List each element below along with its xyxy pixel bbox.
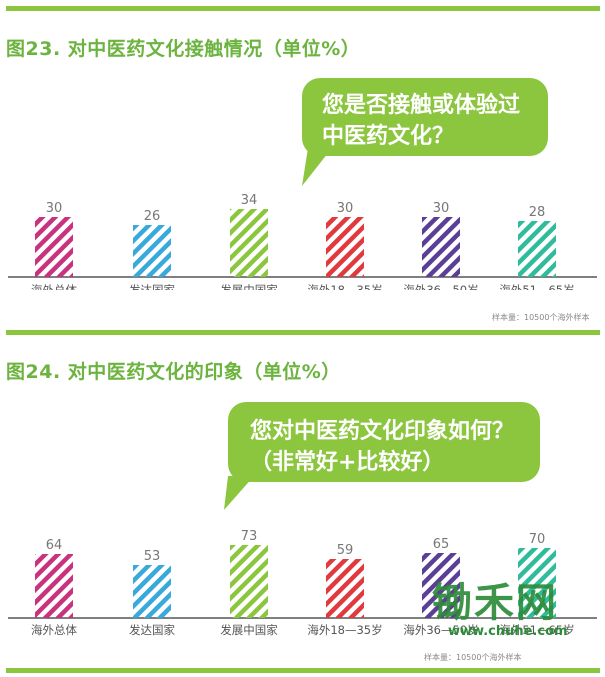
- category-label-6: 海外51—65岁: [499, 283, 574, 290]
- data-label-2: 53: [144, 549, 161, 564]
- bar-2: [133, 565, 171, 618]
- category-label-1: 海外总体: [31, 623, 77, 637]
- chart1-callout: 您是否接触或体验过 中医药文化？: [302, 78, 548, 156]
- category-label-5: 海外36—50岁: [403, 283, 478, 290]
- data-label-4: 30: [337, 201, 354, 216]
- category-label-3: 发展中国家: [220, 283, 278, 290]
- chart2-callout-line2: （非常好+比较好）: [250, 450, 445, 475]
- bar-3: [230, 209, 268, 277]
- category-label-4: 海外18—35岁: [307, 623, 382, 637]
- category-label-2: 发达国家: [129, 283, 175, 290]
- chart1-callout-line1: 您是否接触或体验过: [322, 93, 521, 118]
- chart1-plot: 30 海外总体 26 发达国家 34 发展中国家 30 海外18—35岁 30 海外36—50岁 2…: [8, 193, 597, 290]
- watermark-logo: 锄禾网 www.chuhe.com: [432, 582, 568, 639]
- chart1-sample-note: 样本量：10500个海外样本: [492, 313, 590, 322]
- bar-5: [422, 553, 460, 618]
- watermark-site: www.chuhe.com: [448, 624, 568, 639]
- data-label-3: 34: [241, 193, 258, 208]
- top-divider: [6, 6, 600, 11]
- data-label-1: 30: [46, 201, 63, 216]
- chart2-plot: 64 海外总体 53 发达国家 73 发展中国家 59 海外18—35岁 65 海外36—50岁 7…: [8, 529, 597, 637]
- bar-4: [326, 559, 364, 618]
- chart2-title: 图24. 对中医药文化的印象（单位%）: [6, 361, 341, 383]
- data-label-5: 30: [433, 201, 450, 216]
- category-label-4: 海外18—35岁: [307, 283, 382, 290]
- data-label-2: 26: [144, 209, 161, 224]
- watermark-name: 锄禾网: [432, 580, 558, 626]
- chart1-callout-tail: [302, 148, 332, 186]
- data-label-3: 73: [241, 529, 258, 544]
- chart2-callout-tail: [224, 476, 254, 510]
- chart2-callout: 您对中医药文化印象如何？ （非常好+比较好）: [228, 402, 540, 482]
- bar-3: [230, 545, 268, 618]
- bar-2: [133, 225, 171, 277]
- data-label-5: 65: [433, 537, 450, 552]
- chart2-sample-note: 样本量：10500个海外样本: [424, 653, 522, 662]
- bar-1: [35, 217, 73, 277]
- category-label-5: 海外36—50岁: [403, 623, 478, 637]
- data-label-4: 59: [337, 543, 354, 558]
- middle-divider: [6, 330, 600, 335]
- category-label-2: 发达国家: [129, 623, 175, 637]
- data-label-1: 64: [46, 538, 63, 553]
- bar-4: [326, 217, 364, 277]
- bar-1: [35, 554, 73, 618]
- bar-6: [518, 221, 556, 277]
- data-label-6: 70: [529, 532, 546, 547]
- bar-5: [422, 217, 460, 277]
- chart2-callout-line1: 您对中医药文化印象如何？: [250, 419, 515, 444]
- category-label-6: 海外51—65岁: [499, 623, 574, 637]
- chart1-title: 图23. 对中医药文化接触情况（单位%）: [6, 38, 361, 60]
- chart1-callout-line2: 中医药文化？: [322, 124, 455, 149]
- category-label-1: 海外总体: [31, 283, 77, 290]
- bar-6: [518, 548, 556, 618]
- category-label-3: 发展中国家: [220, 623, 278, 637]
- data-label-6: 28: [529, 205, 546, 220]
- bottom-divider: [6, 668, 600, 673]
